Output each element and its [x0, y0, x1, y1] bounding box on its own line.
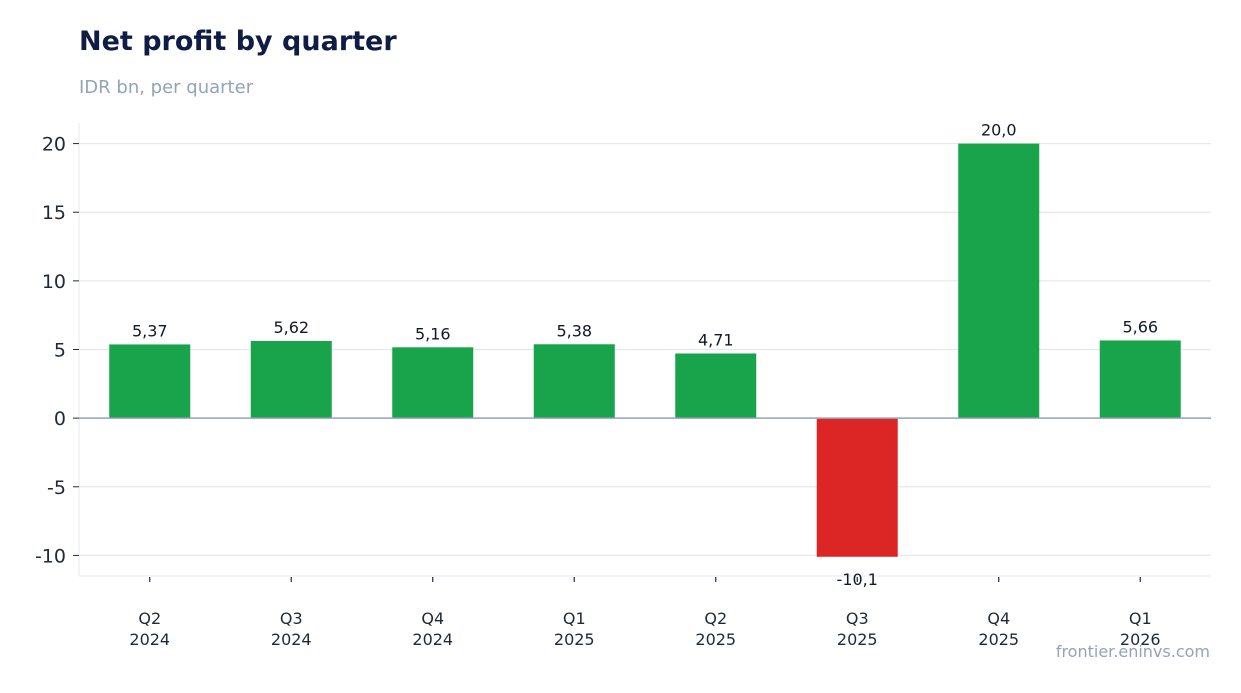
x-tick-label: 2024	[412, 630, 453, 649]
chart-title: Net profit by quarter	[79, 26, 397, 57]
x-tick-label: 2024	[271, 630, 312, 649]
bar	[1099, 340, 1181, 419]
bar	[816, 418, 898, 557]
y-tick-label: 0	[54, 408, 66, 430]
x-tick-label: 2025	[837, 630, 878, 649]
x-tick-label: Q2	[704, 609, 727, 628]
x-tick-label: Q2	[138, 609, 161, 628]
y-tick-label: 20	[42, 134, 66, 156]
bar	[250, 340, 332, 419]
bar	[958, 143, 1040, 419]
data-label: 5,16	[415, 324, 451, 343]
x-tick-label: 2025	[978, 630, 1019, 649]
x-tick-label: Q1	[563, 609, 586, 628]
x-tick-label: 2025	[695, 630, 736, 649]
data-label: 5,66	[1122, 317, 1158, 336]
source-credit: frontier.eninvs.com	[1055, 642, 1210, 661]
bar	[675, 353, 757, 419]
data-label: 5,37	[132, 321, 168, 340]
bar	[392, 347, 474, 419]
y-tick-label: 10	[42, 271, 66, 293]
x-tick-label: Q4	[987, 609, 1010, 628]
bar	[109, 344, 191, 419]
y-tick-label: -5	[47, 477, 66, 499]
data-label: 5,62	[273, 318, 309, 337]
data-label: 5,38	[556, 321, 592, 340]
x-tick-label: 2026	[1120, 630, 1161, 649]
x-tick-label: 2025	[554, 630, 595, 649]
y-tick-label: 5	[54, 340, 66, 362]
data-label: 20,0	[981, 121, 1017, 140]
x-tick-label: 2024	[129, 630, 170, 649]
x-tick-label: Q4	[421, 609, 444, 628]
bar	[533, 344, 615, 419]
x-tick-label: Q1	[1129, 609, 1152, 628]
y-tick-label: -10	[35, 545, 66, 567]
y-tick-label: 15	[42, 202, 66, 224]
data-label: 4,71	[698, 330, 734, 349]
x-tick-label: Q3	[846, 609, 869, 628]
chart-subtitle: IDR bn, per quarter	[79, 77, 254, 98]
x-tick-label: Q3	[280, 609, 303, 628]
